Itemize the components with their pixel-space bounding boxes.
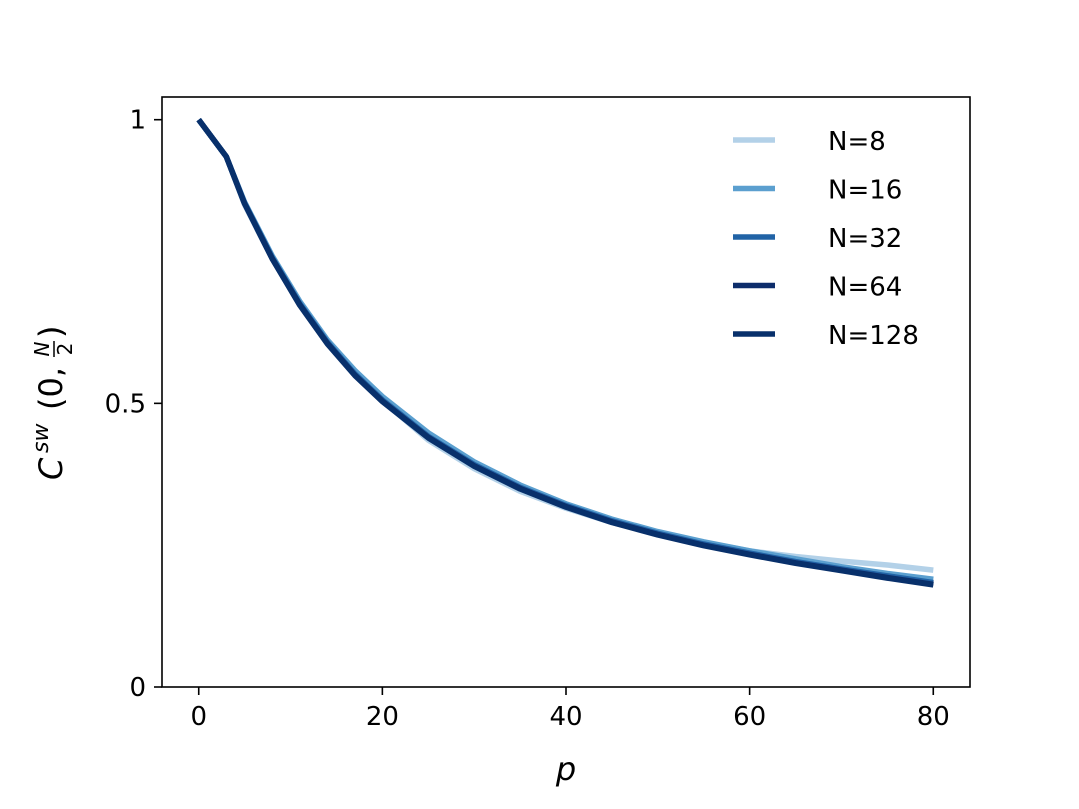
series-layer (196, 118, 934, 588)
legend-label: N=32 (828, 224, 902, 254)
x-tick-label: 80 (917, 702, 950, 732)
y-label-base: C (32, 457, 70, 480)
y-label-superscript: sw (29, 423, 54, 453)
x-tick-label: 0 (190, 702, 207, 732)
x-tick-label: 40 (549, 702, 582, 732)
y-tick-label: 1 (129, 106, 146, 136)
legend-label: N=8 (828, 127, 886, 157)
y-tick-label: 0 (129, 673, 146, 703)
x-tick-label: 20 (366, 702, 399, 732)
y-label-close: ) (32, 326, 70, 338)
x-axis-ticks: 0 20 40 60 80 (190, 687, 950, 732)
y-axis-label: C sw (0, N 2 ) (29, 326, 77, 480)
legend: N=8 N=16 N=32 N=64 N=128 (733, 127, 919, 351)
legend-label: N=64 (828, 273, 902, 303)
legend-label: N=128 (828, 321, 919, 351)
y-tick-label: 0.5 (105, 389, 146, 419)
x-axis-label: p (555, 750, 576, 788)
series-line-n-128 (196, 118, 934, 588)
y-label-frac-num: N (30, 341, 54, 356)
legend-label: N=16 (828, 176, 902, 206)
y-axis-ticks: 00.51 (105, 106, 162, 703)
y-label-frac-den: 2 (53, 343, 77, 356)
y-label-open: (0, (32, 367, 70, 410)
x-tick-label: 60 (733, 702, 766, 732)
